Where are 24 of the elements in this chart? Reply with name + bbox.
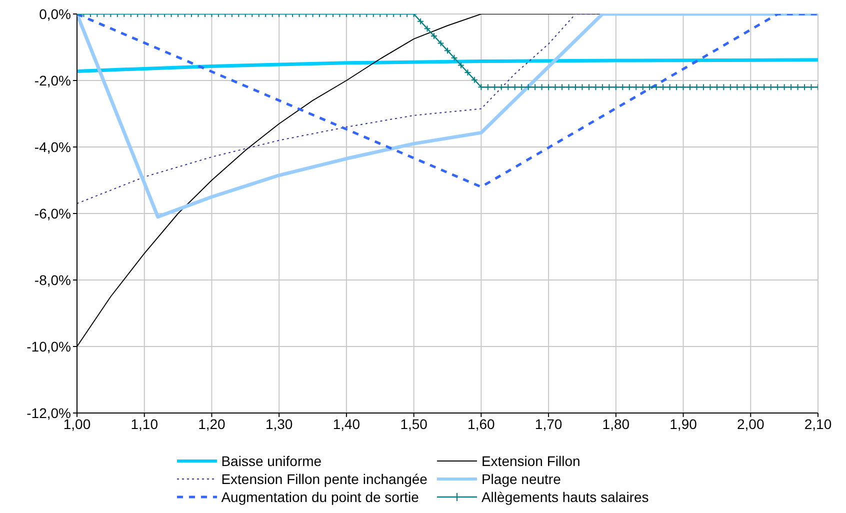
line-series [77,58,818,73]
x-tick-label: 1,40 [332,416,360,432]
legend-label: Allègements hauts salaires [481,489,649,505]
x-tick-label: 1,60 [468,416,496,432]
x-tick-label: 1,50 [400,416,428,432]
y-tick-label: -4,0% [34,138,71,155]
legend-label: Extension Fillon [481,453,580,469]
y-tick-label: -10,0% [26,338,71,354]
x-tick-label: 1,90 [670,416,698,432]
legend-label: Extension Fillon pente inchangée [221,471,428,487]
x-tick-label: 2,00 [737,416,764,432]
x-tick-label: 2,10 [804,416,832,432]
x-tick-label: 1,70 [534,416,562,432]
y-tick-label: -6,0% [34,205,71,222]
x-tick-label: 1,10 [130,416,158,432]
legend-label: Plage neutre [481,471,561,487]
legend-label: Baisse uniforme [221,453,322,469]
legend-label: Augmentation du point de sortie [221,489,419,505]
x-tick-label: 1,30 [265,416,293,432]
x-tick-label: 1,80 [602,416,630,432]
y-tick-label: -2,0% [34,72,71,88]
y-tick-label: -8,0% [34,272,71,288]
x-tick-label: 1,20 [198,416,226,432]
y-tick-label: 0,0% [39,6,71,22]
